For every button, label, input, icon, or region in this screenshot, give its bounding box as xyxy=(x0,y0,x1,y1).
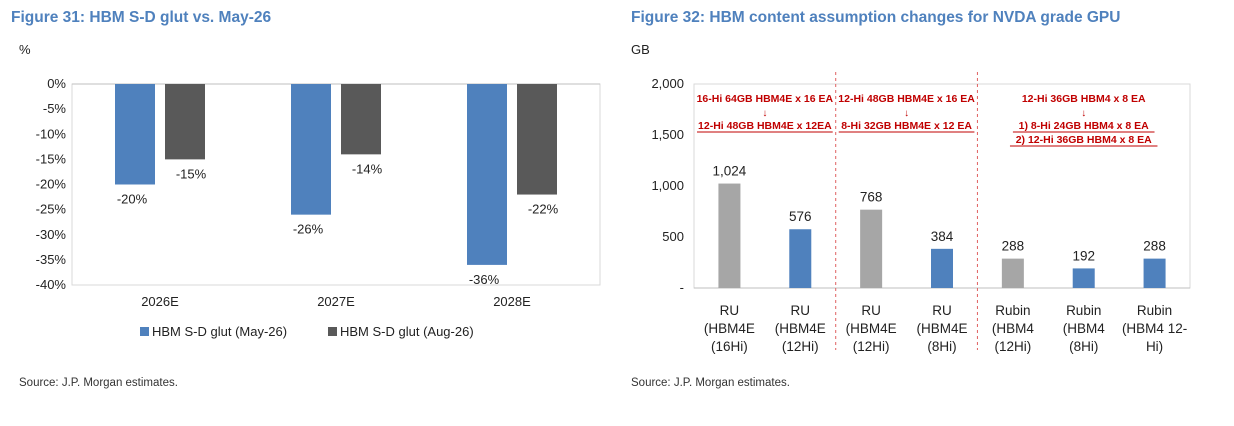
x-tick-label: 2026E xyxy=(141,294,179,309)
y-tick-label: 0% xyxy=(47,76,66,91)
x-tick-label: (HBM4 xyxy=(992,321,1034,336)
y-tick-label: 500 xyxy=(662,229,684,244)
data-label: 288 xyxy=(1002,239,1025,254)
x-tick-label: (12Hi) xyxy=(994,339,1031,354)
y-tick-label: -25% xyxy=(36,202,67,217)
figure-31-title: Figure 31: HBM S-D glut vs. May-26 xyxy=(11,9,272,26)
x-tick-label: (HBM4E xyxy=(775,321,826,336)
x-tick-label: RU xyxy=(861,303,881,318)
annotation-text: 8-Hi 32GB HBM4E x 12 EA xyxy=(841,120,972,132)
bar xyxy=(789,229,812,288)
x-tick-label: 2027E xyxy=(317,294,355,309)
annotation-text: 1) 8-Hi 24GB HBM4 x 8 EA xyxy=(1019,120,1150,132)
x-tick-label: (HBM4E xyxy=(704,321,755,336)
data-label: 288 xyxy=(1143,239,1166,254)
bar xyxy=(1001,258,1024,288)
legend-swatch xyxy=(328,327,337,336)
legend-entry: HBM S-D glut (Aug-26) xyxy=(340,324,474,339)
bar xyxy=(931,248,953,288)
y-tick-label: -35% xyxy=(36,252,67,267)
data-label: -14% xyxy=(352,161,383,176)
y-tick-label: -5% xyxy=(43,101,67,116)
annotation-text: 2) 12-Hi 36GB HBM4 x 8 EA xyxy=(1016,134,1152,146)
legend-entry: HBM S-D glut (May-26) xyxy=(152,324,287,339)
y-tick-label: -30% xyxy=(36,227,67,242)
bar-aug26 xyxy=(517,84,557,195)
data-label: 384 xyxy=(931,229,954,244)
x-tick-label: 2028E xyxy=(493,294,531,309)
bar xyxy=(718,183,741,288)
annotation-text: 16-Hi 64GB HBM4E x 16 EA xyxy=(697,93,834,105)
legend-swatch xyxy=(140,327,149,336)
x-tick-label: (HBM4 12- xyxy=(1122,321,1187,336)
data-label: 576 xyxy=(789,209,812,224)
data-label: -26% xyxy=(293,222,324,237)
data-label: -22% xyxy=(528,202,559,217)
y-tick-label: -40% xyxy=(36,277,67,292)
y-tick-label: -20% xyxy=(36,177,67,192)
data-label: -36% xyxy=(469,272,500,287)
data-label: -15% xyxy=(176,166,207,181)
figure-32-title: Figure 32: HBM content assumption change… xyxy=(631,9,1121,26)
figure-31-unit: % xyxy=(19,42,31,57)
bar xyxy=(1143,258,1166,288)
x-tick-label: (8Hi) xyxy=(927,339,956,354)
annotation-text: 12-Hi 48GB HBM4E x 12EA xyxy=(698,120,832,132)
x-tick-label: (12Hi) xyxy=(782,339,819,354)
y-tick-label: 2,000 xyxy=(651,76,684,91)
y-tick-label: -10% xyxy=(36,126,67,141)
x-tick-label: RU xyxy=(932,303,952,318)
annotation-text: 12-Hi 36GB HBM4 x 8 EA xyxy=(1022,93,1146,105)
x-tick-label: Rubin xyxy=(1066,303,1101,318)
x-tick-label: Rubin xyxy=(1137,303,1172,318)
x-tick-label: (HBM4 xyxy=(1063,321,1105,336)
annotation-arrow: ↓ xyxy=(904,108,909,119)
x-tick-label: (16Hi) xyxy=(711,339,748,354)
bar xyxy=(1072,268,1095,288)
bar-aug26 xyxy=(165,84,205,160)
x-tick-label: (HBM4E xyxy=(846,321,897,336)
bar xyxy=(860,209,883,288)
data-label: -20% xyxy=(117,192,148,207)
data-label: 192 xyxy=(1072,248,1095,263)
x-tick-label: (HBM4E xyxy=(916,321,967,336)
data-label: 1,024 xyxy=(713,164,747,179)
x-tick-label: RU xyxy=(720,303,740,318)
bar-may26 xyxy=(467,84,507,265)
x-tick-label: (12Hi) xyxy=(853,339,890,354)
figure-31-source: Source: J.P. Morgan estimates. xyxy=(19,377,178,389)
y-tick-label: -15% xyxy=(36,151,67,166)
x-tick-label: (8Hi) xyxy=(1069,339,1098,354)
x-tick-label: Rubin xyxy=(995,303,1030,318)
annotation-arrow: ↓ xyxy=(762,108,767,119)
data-label: 768 xyxy=(860,190,883,205)
annotation-text: 12-Hi 48GB HBM4E x 16 EA xyxy=(838,93,975,105)
y-tick-label: 1,000 xyxy=(651,178,684,193)
figure-32-unit: GB xyxy=(631,42,650,57)
figure-32-source: Source: J.P. Morgan estimates. xyxy=(631,377,790,389)
annotation-arrow: ↓ xyxy=(1081,108,1086,119)
x-tick-label: Hi) xyxy=(1146,339,1163,354)
y-tick-label: - xyxy=(680,280,684,295)
x-tick-label: RU xyxy=(791,303,811,318)
bar-aug26 xyxy=(341,84,381,155)
bar-may26 xyxy=(291,84,331,215)
bar-may26 xyxy=(115,84,155,185)
y-tick-label: 1,500 xyxy=(651,127,684,142)
